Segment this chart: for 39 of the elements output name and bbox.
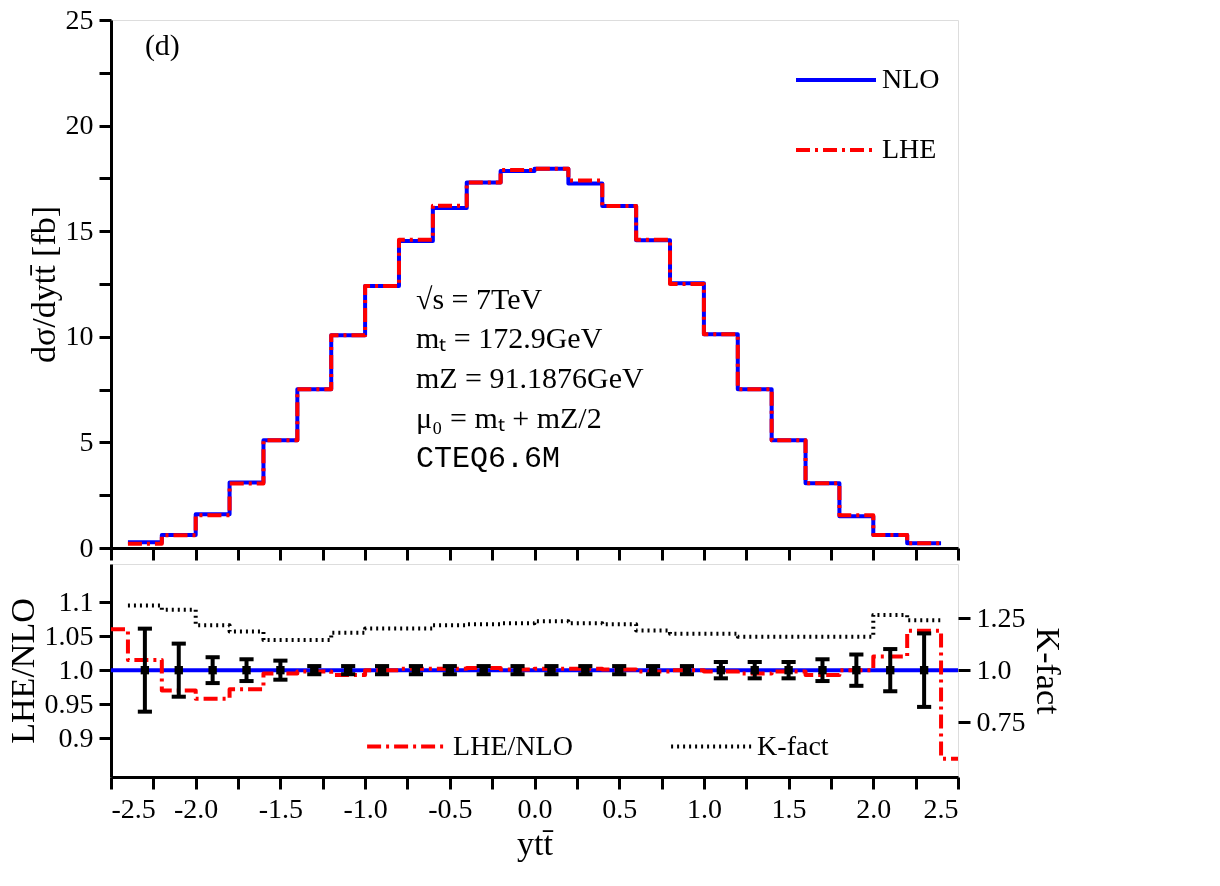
y-tick-label: 25 bbox=[65, 3, 94, 35]
annotation: CTEQ6.6M bbox=[415, 442, 560, 477]
annotation: μ₀ = mₜ + mZ/2 bbox=[415, 400, 602, 434]
x-tick-label: -2.0 bbox=[174, 792, 219, 824]
y-tick-label: 1.05 bbox=[44, 619, 94, 651]
x-tick-label: -1.5 bbox=[258, 792, 304, 824]
y-axis-title: dσ/dytt̄ [fb] bbox=[24, 205, 62, 364]
x-tick-label: 1.5 bbox=[771, 792, 807, 824]
y-tick-label: 1.1 bbox=[58, 585, 94, 617]
legend-label: LHE/NLO bbox=[453, 729, 573, 761]
y-tick-label: 10 bbox=[65, 320, 94, 352]
x-tick-label: -2.5 bbox=[111, 792, 156, 824]
legend-label: K-fact bbox=[757, 729, 829, 761]
y-tick-label: 0.95 bbox=[44, 687, 94, 719]
y-axis-title: LHE/NLO bbox=[3, 598, 41, 744]
annotation: (d) bbox=[144, 28, 180, 63]
x-axis-title: ytt̄ bbox=[517, 824, 555, 862]
y2-tick-label: 0.75 bbox=[976, 705, 1026, 737]
y-tick-label: 15 bbox=[65, 214, 94, 246]
x-tick-label: -0.5 bbox=[428, 792, 473, 824]
y2-tick-label: 1.0 bbox=[976, 653, 1012, 685]
x-tick-label: 2.0 bbox=[856, 792, 892, 824]
y-tick-label: 5 bbox=[79, 425, 94, 457]
legend-label: NLO bbox=[882, 63, 940, 94]
x-tick-label: 2.5 bbox=[923, 792, 959, 824]
annotation: mₜ = 172.9GeV bbox=[415, 321, 603, 355]
x-tick-label: -1.0 bbox=[343, 792, 388, 824]
y2-axis-title: K-fact bbox=[1029, 627, 1067, 715]
annotation: mZ = 91.1876GeV bbox=[415, 361, 644, 395]
y2-tick-label: 1.25 bbox=[976, 601, 1026, 633]
x-tick-label: 0.0 bbox=[517, 792, 553, 824]
legend-label: LHE bbox=[882, 133, 937, 164]
x-tick-label: 1.0 bbox=[686, 792, 722, 824]
y-tick-label: 0.9 bbox=[58, 721, 94, 753]
y-tick-label: 0 bbox=[79, 531, 94, 563]
y-tick-label: 20 bbox=[65, 109, 94, 141]
annotation: √s = 7TeV bbox=[415, 281, 543, 315]
y-tick-label: 1.0 bbox=[58, 653, 94, 685]
x-tick-label: 0.5 bbox=[602, 792, 638, 824]
